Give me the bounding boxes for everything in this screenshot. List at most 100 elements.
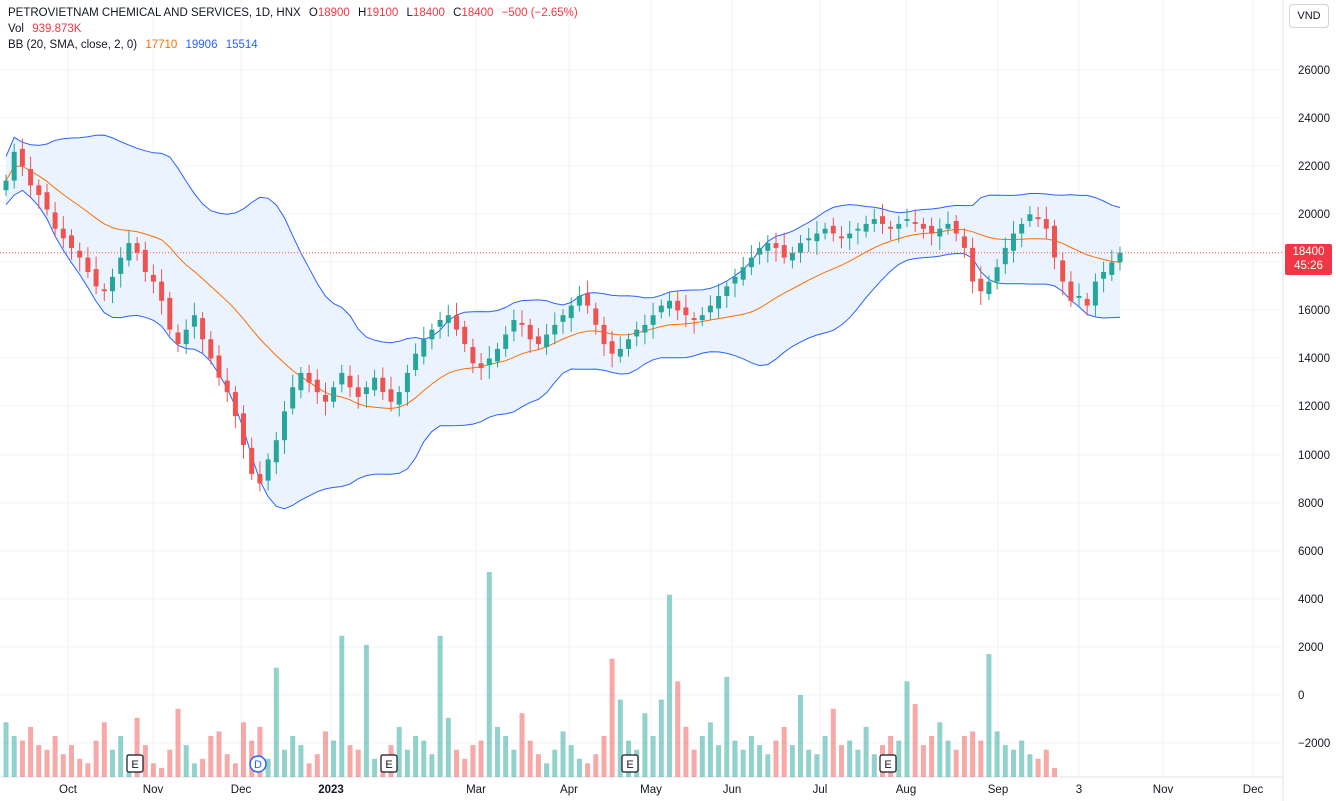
y-tick-label: 22000 (1298, 161, 1330, 173)
symbol-legend: PETROVIETNAM CHEMICAL AND SERVICES, 1D, … (8, 5, 583, 21)
candle-body (1068, 281, 1074, 301)
candle-body (36, 185, 42, 195)
volume-bar (1002, 745, 1008, 777)
volume-bar (372, 758, 378, 777)
candle-body (568, 305, 574, 319)
candle-body (1027, 214, 1033, 221)
volume-bar (314, 754, 320, 777)
candle-body (585, 293, 591, 306)
candle-body (593, 308, 599, 325)
currency-button[interactable]: VND (1289, 4, 1329, 28)
earnings-marker-label: E (884, 759, 891, 771)
candle-body (77, 250, 83, 258)
candle-body (208, 339, 214, 359)
candle-body (609, 341, 615, 354)
bb-basis-line (5, 165, 1121, 410)
candle-body (93, 269, 99, 287)
bb-upper-line (5, 134, 1121, 344)
candle-body (241, 413, 246, 445)
volume-bar (822, 736, 828, 777)
candle-body (707, 305, 713, 313)
candle-body (576, 296, 582, 306)
candle-body (699, 315, 705, 320)
close-label: C (453, 7, 462, 19)
y-tick-label: 2000 (1298, 642, 1324, 654)
volume-bar (576, 758, 582, 777)
candle-body (634, 329, 640, 337)
candle-body (134, 243, 140, 253)
volume-value: 939.873K (32, 23, 82, 35)
volume-bar (142, 745, 148, 777)
volume-bar (544, 763, 550, 777)
candle-body (601, 324, 607, 345)
candle-body (822, 228, 828, 234)
volume-bar (929, 736, 935, 777)
volume-bar (159, 767, 165, 777)
y-tick-label: 20000 (1298, 209, 1330, 221)
volume-bar (93, 740, 99, 777)
volume-bar (953, 749, 959, 777)
y-tick-label: 4000 (1298, 594, 1324, 606)
candle-body (257, 473, 263, 484)
candle-body (511, 320, 517, 332)
last-price-label: 18400 45:26 (1285, 244, 1332, 275)
candle-body (994, 267, 1000, 282)
symbol-title: PETROVIETNAM CHEMICAL AND SERVICES, 1D, … (8, 7, 301, 19)
x-tick-label: Dec (1243, 784, 1264, 796)
volume-bar (323, 731, 328, 777)
candle-body (126, 243, 132, 261)
earnings-marker (126, 754, 144, 773)
volume-bar (667, 594, 672, 777)
candle-body (404, 372, 410, 393)
candle-body (642, 324, 648, 333)
countdown-timer: 45:26 (1294, 260, 1323, 272)
volume-bar (429, 754, 435, 777)
candle-body (978, 278, 984, 292)
candle-body (1060, 260, 1066, 282)
candle-body (28, 169, 34, 186)
candle-body (265, 459, 271, 481)
volume-bar (814, 754, 820, 777)
candle-body (175, 332, 181, 344)
volume-bar (789, 745, 795, 777)
candle-body (323, 395, 328, 402)
volume-bar (519, 713, 525, 777)
volume-bar (118, 736, 124, 777)
volume-bar (470, 745, 476, 777)
volume-bar (593, 754, 599, 777)
candle-body (437, 320, 443, 327)
volume-bar (511, 749, 517, 777)
volume-bar (773, 740, 779, 777)
candle-body (495, 348, 500, 362)
volume-bar (748, 736, 754, 777)
candle-body (871, 219, 877, 224)
candle-body (3, 180, 9, 191)
candle-body (839, 236, 844, 239)
y-tick-label: 0 (1298, 690, 1304, 702)
candle-body (1076, 296, 1082, 298)
volume-bar (568, 745, 574, 777)
volume-bar (650, 736, 656, 777)
open-label: O (308, 7, 318, 19)
volume-bar (839, 745, 844, 777)
candle-body (355, 387, 361, 397)
low-label: L (406, 7, 413, 19)
volume-bar (1019, 740, 1025, 777)
volume-bar (732, 740, 738, 777)
volume-bar (1035, 758, 1041, 777)
volume-bar (912, 704, 918, 777)
volume-bar (486, 572, 492, 777)
volume-bar (1027, 754, 1033, 777)
candle-body (339, 372, 345, 385)
candle-body (19, 148, 25, 167)
bb-basis-value: 17710 (145, 39, 178, 51)
candle-body (282, 411, 287, 441)
candle-body (667, 300, 672, 309)
candle-body (806, 238, 812, 241)
candle-body (85, 257, 91, 272)
volume-bar (298, 745, 304, 777)
candle-body (52, 212, 58, 229)
volume-bar (560, 731, 566, 777)
volume-bar (183, 745, 189, 777)
